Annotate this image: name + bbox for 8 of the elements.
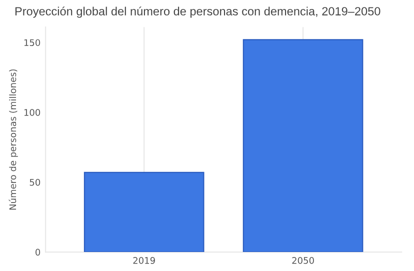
y-tick-label: 0	[36, 248, 40, 256]
y-tick-label: 50	[30, 178, 40, 186]
x-tick-label: 2019	[133, 257, 155, 264]
y-tick-label: 150	[24, 39, 40, 46]
y-axis-title: Número de personas (millones)	[8, 69, 18, 210]
x-tick-label: 2050	[292, 257, 314, 264]
y-tick-label: 100	[24, 109, 40, 116]
chart-title: Proyección global del número de personas con demencia, 2019–2050	[15, 6, 380, 18]
